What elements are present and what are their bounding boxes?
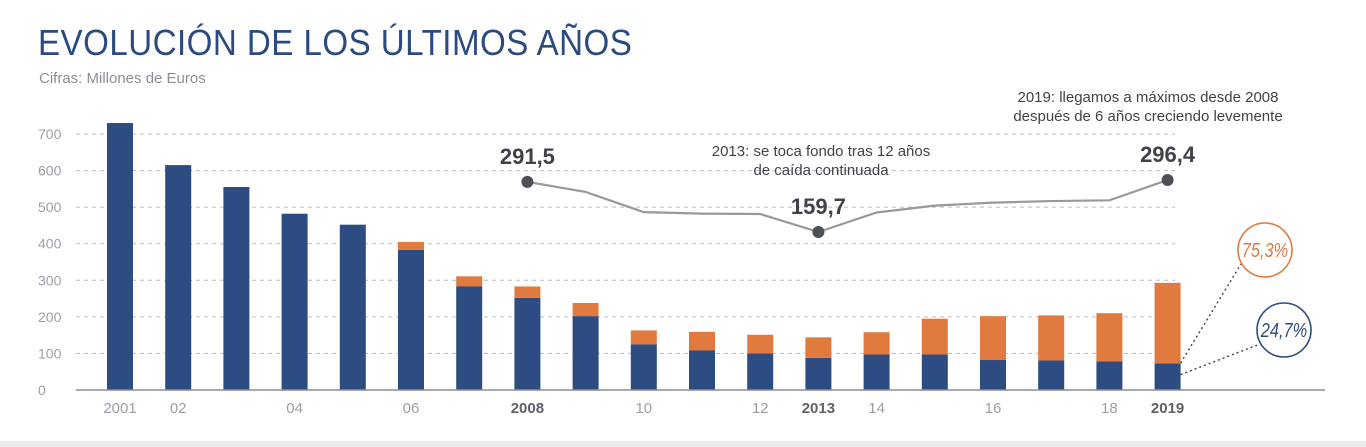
- bar-orange: [1096, 313, 1123, 362]
- trend-point: [812, 226, 825, 238]
- share-label: 75,3%: [1242, 238, 1288, 261]
- bar-blue: [805, 357, 832, 390]
- bar-blue: [863, 354, 890, 390]
- bar-orange: [456, 276, 483, 287]
- annotation-text: después de 6 años creciendo levemente: [1013, 108, 1282, 125]
- bar-blue: [1096, 361, 1123, 390]
- bar-blue: [1154, 363, 1181, 390]
- bar-blue: [689, 350, 715, 390]
- share-label: 24,7%: [1260, 318, 1307, 341]
- bar-blue: [165, 165, 192, 390]
- bar-blue: [572, 316, 599, 390]
- y-tick-label: 500: [38, 199, 62, 215]
- x-tick-label: 18: [1101, 400, 1118, 417]
- bar-blue: [921, 354, 948, 390]
- y-tick-label: 200: [38, 309, 62, 325]
- x-tick-label: 2001: [103, 400, 136, 417]
- bar-blue: [514, 297, 541, 390]
- annotation-text: de caída continuada: [753, 162, 889, 179]
- y-tick-label: 400: [38, 236, 62, 252]
- bar-orange: [980, 316, 1006, 361]
- x-tick-label: 2013: [802, 400, 835, 417]
- bar-blue: [339, 224, 366, 390]
- trend-point-label: 291,5: [500, 144, 555, 169]
- x-tick-label: 02: [170, 400, 187, 417]
- y-tick-label: 300: [38, 272, 62, 288]
- bar-orange: [572, 302, 599, 317]
- bar-blue: [281, 213, 308, 390]
- bar-blue: [456, 286, 483, 390]
- bar-orange: [689, 331, 715, 351]
- share-circle: [1237, 222, 1293, 278]
- bar-blue: [1038, 360, 1065, 390]
- bar-orange: [921, 318, 948, 355]
- x-tick-label: 16: [985, 400, 1002, 417]
- bar-blue: [747, 353, 774, 390]
- chart-title: EVOLUCIÓN DE LOS ÚLTIMOS AÑOS: [38, 22, 633, 63]
- y-tick-label: 600: [38, 163, 62, 179]
- bar-blue: [398, 249, 424, 390]
- bar-orange: [514, 286, 541, 298]
- bar-blue: [107, 123, 133, 391]
- bar-orange: [398, 241, 424, 250]
- bar-blue: [223, 187, 250, 390]
- share-leader: [1180, 343, 1261, 376]
- x-tick-label: 10: [635, 400, 652, 417]
- share-leader: [1180, 263, 1242, 364]
- chart-subtitle: Cifras: Millones de Euros: [39, 70, 206, 87]
- annotation-text: 2019: llegamos a máximos desde 2008: [1018, 89, 1279, 106]
- bar-orange: [1154, 282, 1181, 364]
- bar-orange: [863, 332, 890, 355]
- trend-line: [527, 178, 1168, 234]
- x-tick-label: 2019: [1151, 400, 1184, 417]
- bar-blue: [630, 344, 657, 390]
- trend-point: [521, 175, 534, 188]
- x-tick-label: 2008: [511, 400, 544, 417]
- y-tick-label: 700: [38, 126, 62, 142]
- annotation-text: 2013: se toca fondo tras 12 años: [712, 143, 931, 160]
- y-tick-label: 0: [38, 382, 46, 398]
- trend-point-label: 296,4: [1140, 142, 1196, 167]
- x-tick-label: 06: [403, 400, 420, 417]
- x-tick-label: 04: [286, 400, 303, 417]
- bar-orange: [805, 337, 832, 358]
- trend-point-label: 159,7: [791, 194, 846, 219]
- x-tick-label: 12: [752, 400, 769, 417]
- bar-orange: [747, 334, 774, 354]
- share-circle: [1256, 302, 1312, 358]
- bar-orange: [1038, 315, 1065, 361]
- bottom-divider: [0, 441, 1366, 447]
- bar-orange: [630, 330, 657, 345]
- bar-blue: [980, 360, 1006, 390]
- trend-point: [1161, 174, 1174, 186]
- x-tick-label: 14: [868, 400, 885, 417]
- y-tick-label: 100: [38, 345, 62, 361]
